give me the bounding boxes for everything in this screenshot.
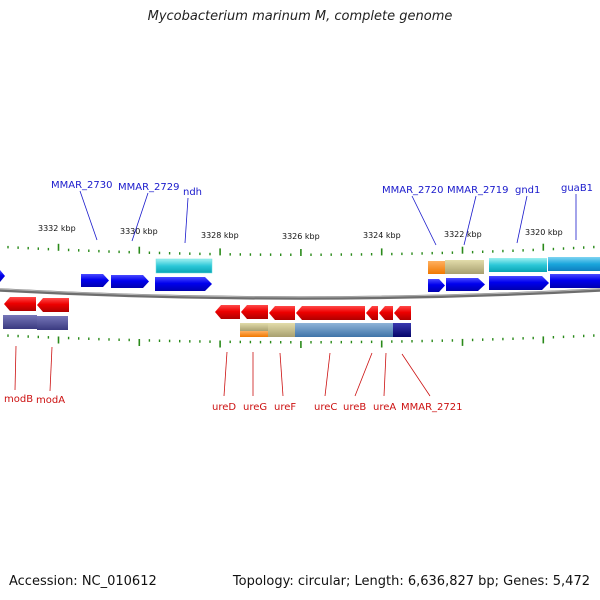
gene-arrow-forward (155, 277, 212, 291)
gene-arrow-forward (0, 270, 5, 282)
gene-label-ured[interactable]: ureD (212, 402, 236, 413)
gene-arrow-forward (428, 279, 445, 292)
accession-label: Accession: NC_010612 (9, 574, 157, 589)
gene-label-mmar-2730[interactable]: MMAR_2730 (51, 180, 113, 191)
gene-label-urea[interactable]: ureA (373, 402, 396, 413)
gene-label-ureb[interactable]: ureB (343, 402, 366, 413)
gene-label-moda[interactable]: modA (36, 395, 65, 406)
annotation-block (3, 315, 37, 329)
forward-annotation-track (155, 257, 600, 274)
gene-arrow-reverse (394, 306, 411, 320)
genome-title: Mycobacterium marinum M, complete genome (147, 9, 453, 24)
gene-label-mmar-2721[interactable]: MMAR_2721 (401, 402, 463, 413)
leader-line (14, 345, 17, 391)
leader-line (79, 190, 98, 241)
gene-label-ndh[interactable]: ndh (183, 187, 202, 198)
gene-label-modb[interactable]: modB (4, 394, 33, 405)
forward-gene-track (0, 270, 600, 292)
scale-label: 3324 kbp (363, 231, 401, 240)
gene-arrow-forward (489, 276, 549, 290)
forward-gene-labels: MMAR_2730 MMAR_2729 ndh MMAR_2720 MMAR_2… (51, 180, 593, 246)
gene-label-guab1[interactable]: guaB1 (561, 183, 593, 194)
leader-line (516, 195, 528, 244)
leader-line (324, 352, 331, 397)
gene-arrow-reverse (366, 306, 378, 320)
scale-label: 3326 kbp (282, 232, 320, 241)
scale-label: 3320 kbp (525, 228, 563, 237)
gene-arrow-reverse (241, 305, 268, 319)
leader-line (354, 352, 373, 397)
inner-tick-ruler (7, 334, 595, 348)
annotation-block (155, 258, 213, 274)
gene-label-uref[interactable]: ureF (274, 402, 296, 413)
gene-label-mmar-2720[interactable]: MMAR_2720 (382, 185, 444, 196)
leader-line (223, 351, 228, 397)
gene-arrow-forward (111, 275, 149, 288)
leader-line (463, 195, 477, 246)
annotation-block (428, 261, 445, 274)
gene-label-urec[interactable]: ureC (314, 402, 337, 413)
scale-label: 3330 kbp (120, 227, 158, 236)
leader-line (49, 346, 53, 392)
gene-arrow-forward (81, 274, 109, 287)
annotation-block (240, 323, 268, 331)
annotation-block (268, 323, 295, 337)
leader-line (383, 352, 387, 397)
gene-label-gnd1[interactable]: gnd1 (515, 185, 540, 196)
annotation-block (365, 323, 378, 337)
reverse-gene-track (4, 297, 411, 320)
genome-backbone (0, 288, 600, 300)
gene-arrow-reverse (269, 306, 295, 320)
reverse-gene-labels: modB modA ureD ureG ureF ureC ureB ureA … (4, 345, 463, 413)
annotation-block (37, 316, 68, 330)
annotation-block (548, 257, 600, 271)
gene-arrow-forward (550, 274, 600, 288)
gene-arrow-reverse (37, 298, 69, 312)
scale-label: 3328 kbp (201, 231, 239, 240)
scale-label: 3322 kbp (444, 230, 482, 239)
gene-label-mmar-2719[interactable]: MMAR_2719 (447, 185, 509, 196)
reverse-annotation-track (3, 315, 411, 337)
annotation-block (445, 260, 484, 274)
annotation-block (378, 323, 393, 337)
annotation-block (240, 331, 268, 337)
annotation-block (393, 323, 411, 337)
gene-label-ureg[interactable]: ureG (243, 402, 267, 413)
genome-stats-label: Topology: circular; Length: 6,636,827 bp… (232, 574, 590, 589)
leader-line (411, 195, 437, 246)
annotation-block (295, 323, 365, 337)
gene-arrow-reverse (379, 306, 393, 320)
outer-tick-ruler (7, 243, 595, 256)
gene-label-mmar-2729[interactable]: MMAR_2729 (118, 182, 180, 193)
gene-arrow-forward (446, 278, 485, 291)
leader-line (184, 197, 189, 244)
gene-arrow-reverse (296, 306, 365, 320)
leader-line (279, 352, 284, 397)
scale-label: 3332 kbp (38, 224, 76, 233)
leader-line (401, 353, 431, 397)
scale-labels: 3332 kbp 3330 kbp 3328 kbp 3326 kbp 3324… (38, 224, 563, 241)
gene-arrow-reverse (4, 297, 36, 311)
annotation-block (489, 258, 547, 272)
leader-line (131, 192, 149, 242)
gene-arrow-reverse (215, 305, 240, 319)
